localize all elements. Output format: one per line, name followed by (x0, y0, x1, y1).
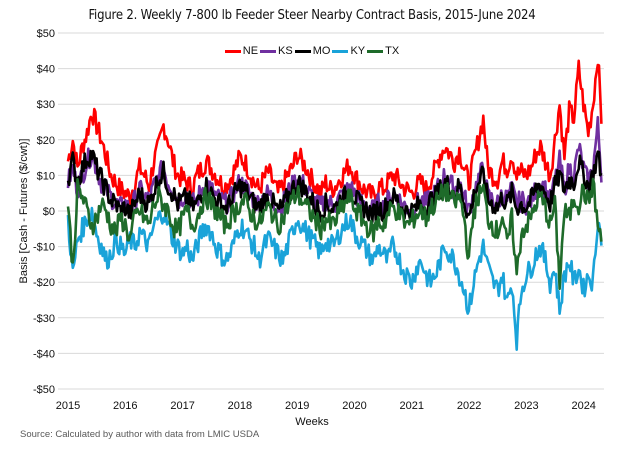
series-line-tx (66, 177, 603, 291)
x-tick-label: 2016 (113, 400, 137, 412)
legend-item-ky: KY (332, 45, 365, 57)
y-tick-label: $20 (37, 135, 55, 147)
series-line-ne (66, 59, 603, 206)
legend-label: KY (350, 45, 366, 57)
legend-swatch (332, 49, 349, 53)
x-tick-label: 2019 (285, 400, 309, 412)
x-tick-label: 2018 (228, 400, 252, 412)
legend-item-ne: NE (224, 45, 259, 57)
y-tick-label: -$50 (33, 384, 55, 396)
legend-label: TX (385, 45, 400, 57)
y-tick-label: $0 (43, 206, 55, 218)
x-tick-label: 2020 (342, 400, 366, 412)
legend-swatch (224, 49, 241, 53)
y-tick-label: $40 (37, 64, 55, 76)
x-tick-label: 2024 (571, 400, 595, 412)
legend-label: KS (278, 45, 293, 57)
series-line-mo (66, 149, 603, 224)
legend-item-ks: KS (260, 45, 293, 57)
legend-label: NE (242, 45, 259, 57)
x-tick-label: 2023 (514, 400, 538, 412)
legend-item-mo: MO (294, 45, 331, 57)
y-tick-label: -$30 (33, 313, 55, 325)
legend-label: MO (312, 45, 331, 57)
x-axis-label: Weeks (295, 416, 329, 428)
y-axis-label: Basis [Cash - Futures ($/cwt)] (18, 139, 30, 284)
series-line-ky (66, 206, 603, 352)
chart-title: Figure 2. Weekly 7-800 lb Feeder Steer N… (88, 8, 536, 23)
legend: NE KS MO KY TX (0, 45, 624, 57)
y-tick-label: $10 (37, 170, 55, 182)
y-tick-label: -$40 (33, 348, 55, 360)
x-tick-label: 2021 (400, 400, 424, 412)
y-tick-label: -$20 (33, 277, 55, 289)
legend-swatch (367, 49, 384, 53)
y-tick-label: $30 (37, 99, 55, 111)
source-note: Source: Calculated by author with data f… (20, 429, 260, 440)
y-tick-label: -$10 (33, 242, 55, 254)
x-tick-label: 2017 (170, 400, 194, 412)
x-tick-label: 2022 (457, 400, 481, 412)
legend-item-tx: TX (367, 45, 399, 57)
legend-swatch (294, 49, 311, 53)
legend-swatch (260, 49, 277, 53)
y-tick-label: $50 (37, 28, 55, 40)
x-tick-label: 2015 (56, 400, 80, 412)
